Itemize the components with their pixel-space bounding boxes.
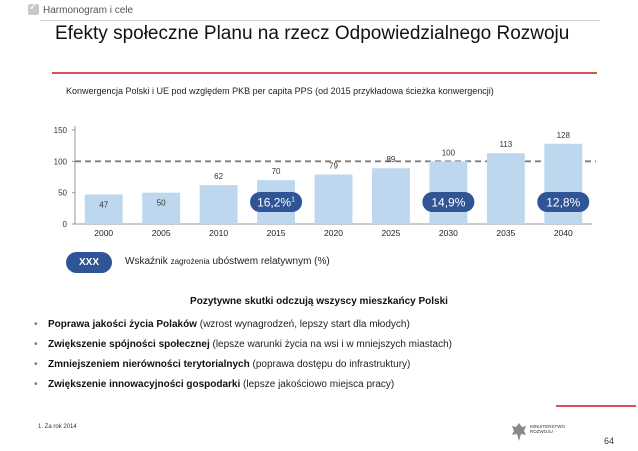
- data-label-2005: 50: [157, 199, 166, 208]
- ministry-line2: ROZWOJU: [530, 429, 553, 434]
- header-divider: [40, 20, 600, 21]
- x-tick-label-2025: 2025: [381, 228, 400, 238]
- data-label-2000: 47: [99, 201, 108, 210]
- poverty-badge-2015: [250, 192, 303, 212]
- ministry-logo-text: MINISTERSTWO ROZWOJU: [530, 424, 582, 434]
- bullet-bold: Zwiększenie spójności społecznej: [48, 339, 210, 350]
- section-heading: Pozytywne skutki odczują wszyscy mieszka…: [190, 296, 448, 307]
- x-tick-label-2010: 2010: [209, 228, 228, 238]
- data-label-2025: 89: [386, 155, 395, 164]
- bullet-bold: Zmniejszeniem nierówności terytorialnych: [48, 359, 250, 370]
- gdp-convergence-chart: 0 50 100 150 47 2000 50 2005 62 2010 70 2015 79 2020…: [54, 126, 596, 238]
- x-tick-label-2020: 2020: [324, 228, 343, 238]
- data-label-2010: 62: [214, 172, 223, 181]
- data-label-2030: 100: [442, 148, 456, 157]
- bar-2025: [371, 168, 410, 224]
- bullet-bold: Zwiększenie innowacyjności gospodarki: [48, 379, 241, 390]
- bullet-icon: •: [34, 339, 38, 350]
- bullet-item: • Zmniejszeniem nierówności terytorialnyc…: [34, 359, 410, 370]
- poverty-badge-label-2040: 12,8%: [546, 196, 580, 210]
- bar-2010: [199, 185, 238, 224]
- legend-text-c: ubóstwem relatywnym (%): [209, 256, 330, 267]
- footnote: 1. Za rok 2014: [38, 424, 77, 430]
- calendar-check-icon: [28, 2, 39, 15]
- eagle-emblem-icon: [512, 423, 526, 441]
- bullet-icon: •: [34, 379, 38, 390]
- x-tick-label-2015: 2015: [267, 228, 286, 238]
- legend-text-b: zagrożenia: [170, 257, 210, 266]
- x-tick-label-2040: 2040: [554, 228, 573, 238]
- legend-text: Wskaźnik zagrożenia ubóstwem relatywnym …: [125, 256, 330, 267]
- bullet-rest: (lepsze jakościowo miejsca pracy): [240, 379, 395, 390]
- poverty-badge-label-2015: 16,2%1: [257, 196, 295, 210]
- y-tick-label: 150: [54, 126, 68, 135]
- y-tick-label: 0: [63, 220, 68, 229]
- data-label-2035: 113: [499, 140, 512, 149]
- bullet-bold: Poprawa jakości życia Polaków: [48, 319, 197, 330]
- bullet-icon: •: [34, 319, 38, 330]
- data-label-2020: 79: [329, 161, 338, 170]
- bullet-rest: (lepsze warunki życia na wsi i w mniejsz…: [209, 339, 453, 350]
- poverty-badge-2040: [537, 192, 590, 212]
- poverty-badge-label-2030: 14,9%: [431, 196, 465, 210]
- y-tick-label: 50: [58, 189, 67, 198]
- bar-2020: [314, 174, 353, 224]
- bar-2005: [142, 192, 181, 224]
- bullet-rest: (poprawa dostępu do infrastruktury): [249, 359, 411, 370]
- bullet-icon: •: [34, 359, 38, 370]
- bullet-item: • Zwiększenie innowacyjności gospodarki (…: [34, 379, 394, 390]
- title-underline: [52, 72, 597, 74]
- poverty-badge-2030: [422, 192, 475, 212]
- x-tick-label-2000: 2000: [94, 228, 113, 238]
- legend-badge: XXX: [66, 252, 112, 273]
- page-number: 64: [604, 436, 615, 446]
- poverty-badge-superscript: 1: [291, 197, 295, 204]
- x-tick-label-2030: 2030: [439, 228, 458, 238]
- page-title: Efekty społeczne Planu na rzecz Odpowied…: [55, 23, 570, 44]
- y-tick-label: 100: [54, 157, 68, 166]
- ministry-line1: MINISTERSTWO: [530, 424, 565, 429]
- bullet-item: • Zwiększenie spójności społecznej (lepsz…: [34, 339, 452, 350]
- legend-text-a: Wskaźnik: [125, 256, 171, 267]
- bullet-rest: (wzrost wynagrodzeń, lepszy start dla mł…: [196, 319, 410, 330]
- footer-accent-line: [556, 405, 636, 407]
- data-label-2040: 128: [557, 131, 571, 140]
- data-label-2015: 70: [272, 167, 281, 176]
- chart-title: Konwergencja Polski i UE pod względem PK…: [66, 86, 494, 96]
- x-tick-label-2035: 2035: [496, 228, 515, 238]
- bullet-item: • Poprawa jakości życia Polaków (wzrost w…: [34, 319, 410, 330]
- breadcrumb[interactable]: Harmonogram i cele: [43, 5, 134, 16]
- x-tick-label-2005: 2005: [152, 228, 171, 238]
- bar-2000: [84, 194, 123, 224]
- bar-2035: [486, 153, 525, 224]
